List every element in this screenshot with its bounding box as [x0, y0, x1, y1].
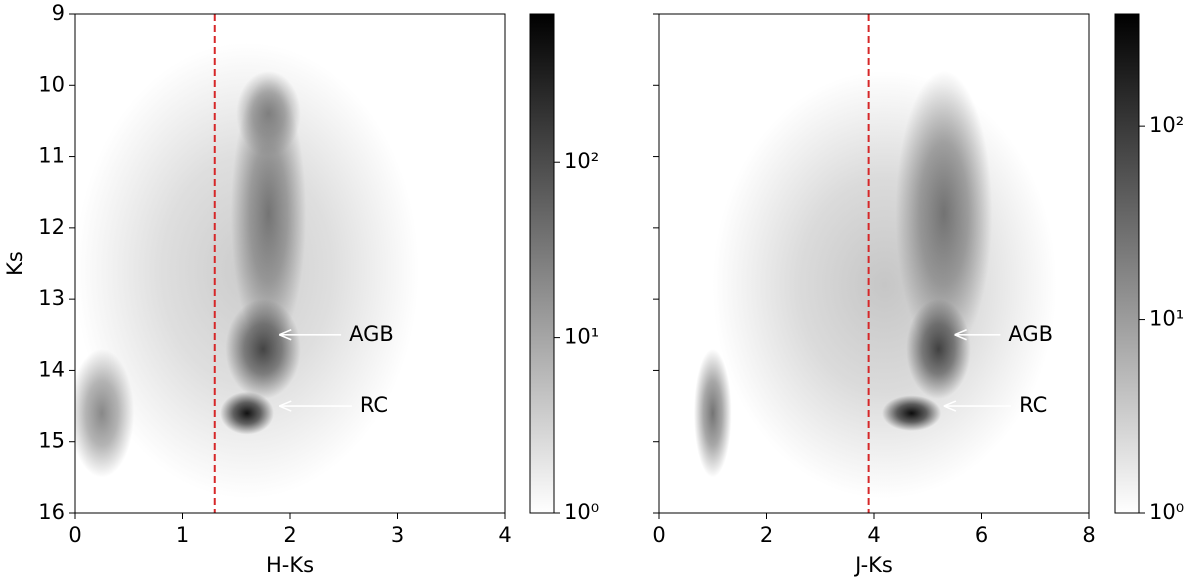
arrow-head [943, 400, 957, 412]
density-blob [693, 349, 732, 478]
density-blob [906, 299, 971, 399]
y-tick-label: 13 [38, 286, 65, 310]
annotation-label: RC [1019, 393, 1047, 417]
colorbar-tick-label: 10¹ [1149, 307, 1184, 331]
y-tick-label: 15 [38, 429, 65, 453]
y-tick-label: 10 [38, 72, 65, 96]
density-layer [75, 42, 419, 499]
colorbar [1114, 13, 1140, 514]
x-tick-label: 2 [760, 523, 773, 547]
colorbar-tick-label: 10² [1149, 113, 1184, 137]
y-tick-label: 16 [38, 500, 65, 524]
y-tick-label: 11 [38, 144, 65, 168]
y-tick-label: 14 [38, 357, 65, 381]
x-tick-label: 3 [391, 523, 404, 547]
colorbar-tick-label: 10⁰ [1149, 500, 1184, 524]
density-blob [75, 349, 135, 478]
annotation-label: AGB [349, 322, 394, 346]
density-blob [236, 71, 301, 157]
arrow-head [278, 329, 292, 341]
arrow-head [278, 400, 292, 412]
density-blob [220, 391, 274, 435]
x-tick-label: 6 [975, 523, 988, 547]
x-tick-label: 0 [68, 523, 81, 547]
x-tick-label: 1 [176, 523, 189, 547]
y-tick-label: 9 [52, 1, 65, 25]
x-tick-label: 2 [283, 523, 296, 547]
colorbar [529, 13, 555, 514]
annotation-label: RC [360, 393, 388, 417]
density-blob [895, 71, 993, 357]
x-axis-label: H-Ks [266, 553, 314, 577]
x-tick-label: 0 [652, 523, 665, 547]
density-blob [712, 71, 1057, 499]
colorbar-tick-label: 10⁰ [564, 500, 599, 524]
arrow-head [954, 329, 967, 341]
x-tick-label: 8 [1082, 523, 1095, 547]
x-tick-label: 4 [498, 523, 511, 547]
density-blob [882, 395, 942, 432]
colorbar-tick-label: 10¹ [564, 325, 599, 349]
annotation-label: AGB [1008, 322, 1053, 346]
x-axis-label: J-Ks [853, 553, 893, 577]
density-layer [693, 71, 1057, 499]
y-axis-label: Ks [3, 251, 27, 276]
y-tick-label: 12 [38, 215, 65, 239]
colorbar-tick-label: 10² [564, 149, 599, 173]
density-blob [225, 299, 301, 399]
x-tick-label: 4 [867, 523, 880, 547]
